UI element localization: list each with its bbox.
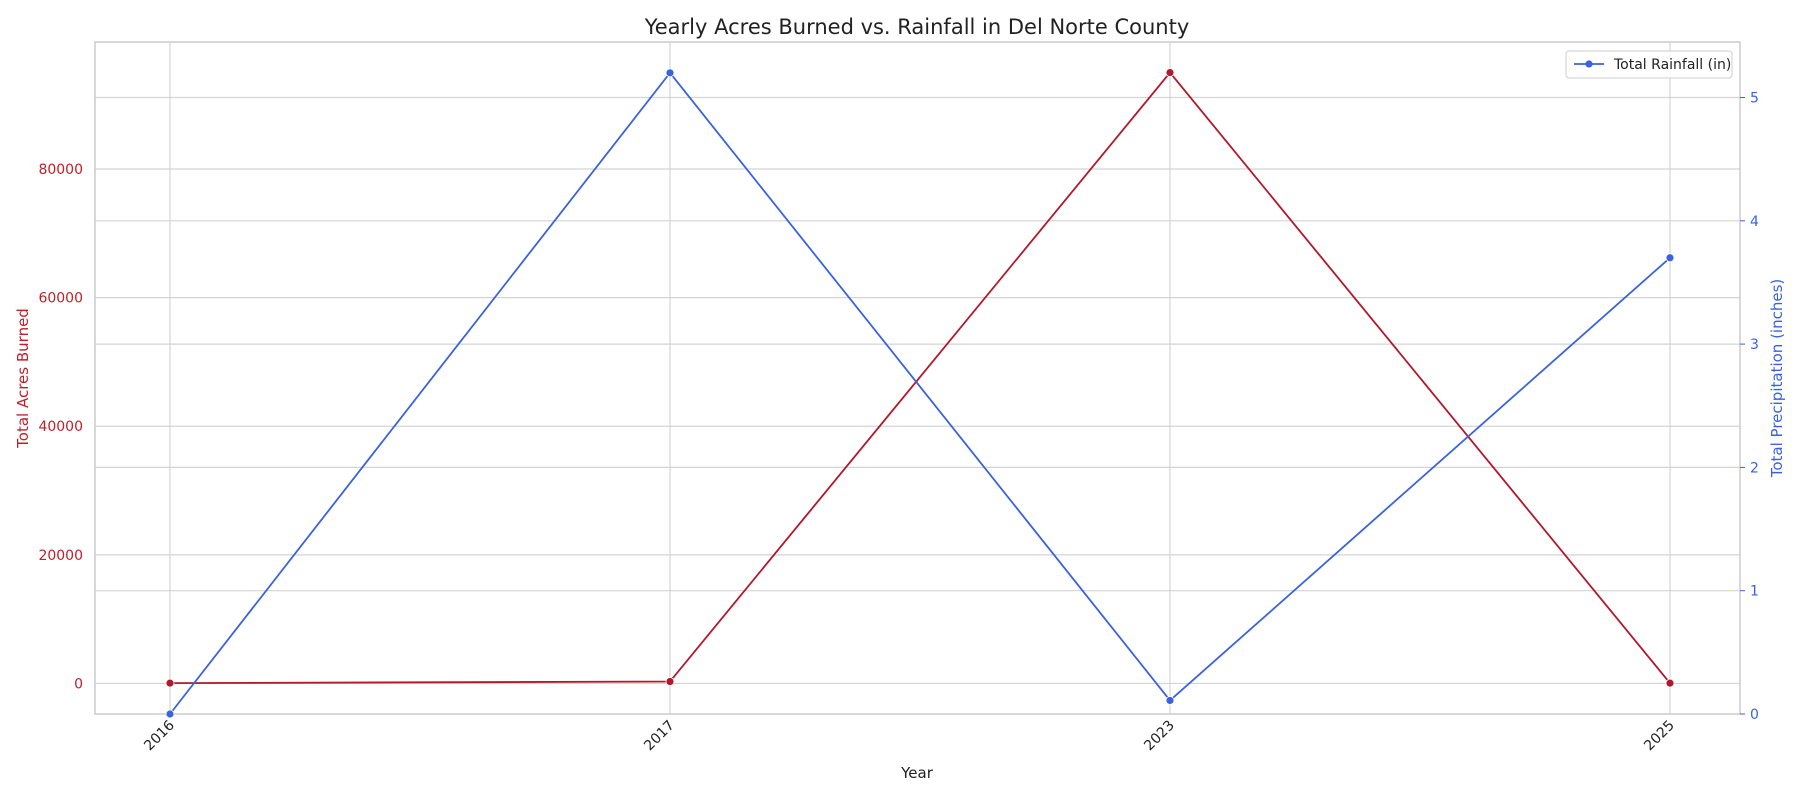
y-right-tick-label: 1	[1750, 584, 1759, 600]
x-tick-label: 2017	[641, 718, 678, 755]
y-left-tick-label: 60000	[38, 291, 83, 307]
y-left-ticks: 0 20000 40000 60000 80000	[38, 162, 83, 692]
y-right-tick-label: 4	[1750, 214, 1759, 230]
x-axis-title: Year	[900, 764, 934, 782]
series-point-2	[665, 68, 675, 78]
legend-marker	[1585, 60, 1593, 68]
series-layer	[165, 68, 1675, 719]
chart-title: Yearly Acres Burned vs. Rainfall in Del …	[644, 15, 1190, 39]
series-point-2	[165, 709, 175, 719]
y-right-axis-title: Total Precipitation (inches)	[1768, 279, 1786, 479]
series-point-1	[1165, 68, 1175, 77]
series-point-1	[1665, 678, 1675, 688]
series-point-1	[665, 677, 675, 686]
y-left-tick-label: 20000	[38, 548, 83, 564]
legend-box	[1565, 50, 1733, 79]
plot-frame	[94, 41, 1741, 715]
series-line-2	[169, 71, 1671, 715]
y-left-tick-label: 0	[74, 676, 83, 692]
series-point-2	[1165, 696, 1175, 705]
y-right-ticks: 0 1 2 3 4 5	[1740, 90, 1759, 723]
series-line-1	[169, 71, 1671, 685]
y-right-tick-label: 3	[1750, 337, 1759, 353]
x-tick-label: 2023	[1141, 718, 1178, 755]
grid-left	[95, 168, 1740, 685]
y-left-axis-title: Total Acres Burned	[14, 308, 32, 449]
y-right-tick-label: 5	[1750, 90, 1759, 106]
x-tick-label: 2016	[141, 717, 178, 754]
y-right-tick-label: 2	[1750, 460, 1759, 476]
legend: Total Rainfall (in)	[1565, 50, 1733, 79]
y-right-tick-label: 0	[1750, 707, 1759, 723]
legend-label: Total Rainfall (in)	[1613, 57, 1731, 73]
series-point-2	[1665, 253, 1675, 263]
y-left-tick-label: 80000	[38, 162, 83, 178]
grid-right	[95, 96, 1740, 592]
y-left-tick-label: 40000	[38, 419, 83, 435]
x-tick-label: 2025	[1641, 718, 1678, 755]
grid-x	[169, 42, 1671, 714]
x-ticks: 2016 2017 2023 2025	[141, 717, 1678, 754]
series-point-1	[165, 678, 175, 688]
